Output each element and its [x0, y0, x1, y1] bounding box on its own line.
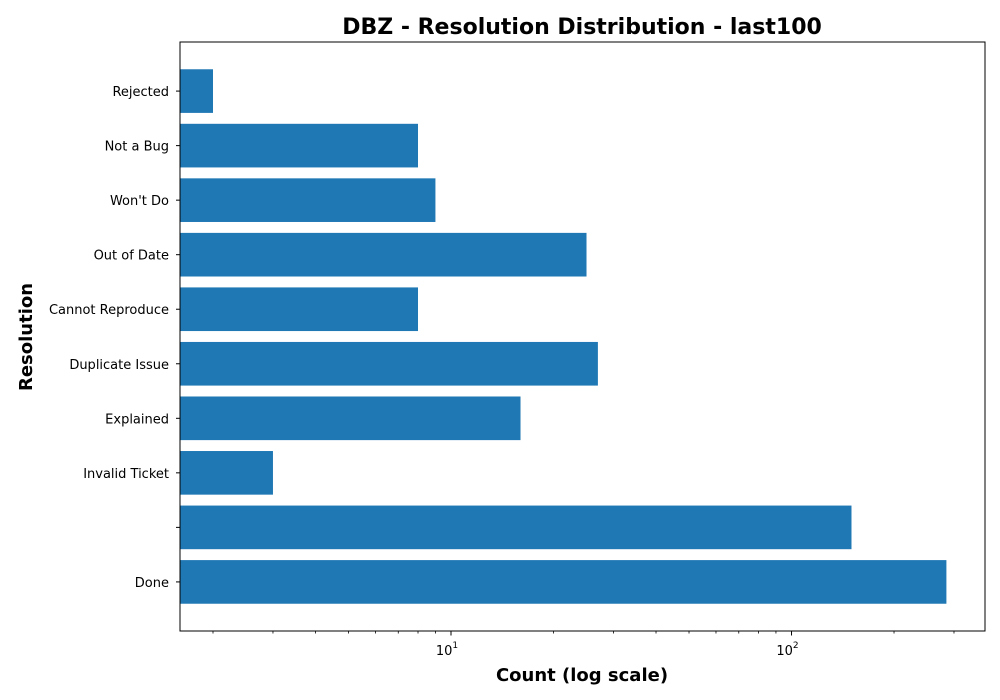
bars	[180, 69, 947, 604]
chart-title: DBZ - Resolution Distribution - last100	[342, 15, 822, 40]
y-tick-label: Invalid Ticket	[83, 467, 169, 482]
y-axis-ticks: Done Invalid Ticket Explained Duplicate Iss…	[49, 85, 180, 591]
x-axis-ticks: 101 102	[212, 631, 955, 659]
bar-done	[180, 560, 947, 604]
y-tick-label: Rejected	[112, 85, 169, 100]
bar-not-a-bug	[180, 123, 419, 168]
y-axis-label: Resolution	[16, 283, 37, 391]
bar-cannot-reproduce	[180, 287, 419, 332]
bar-invalid-ticket	[180, 451, 273, 495]
x-tick-label: 101	[436, 641, 458, 659]
y-tick-label: Done	[135, 576, 169, 591]
bar-duplicate-issue	[180, 341, 598, 386]
bar-out-of-date	[180, 232, 587, 277]
plot-frame	[179, 41, 986, 632]
y-tick-label: Not a Bug	[105, 140, 169, 155]
y-tick-label: Duplicate Issue	[69, 358, 169, 373]
bar-explained	[180, 396, 521, 441]
bar-unlabeled	[180, 505, 852, 550]
x-axis-label: Count (log scale)	[496, 665, 668, 686]
bar-won-t-do	[180, 178, 436, 222]
y-tick-label: Won't Do	[110, 194, 169, 209]
y-tick-label: Explained	[105, 412, 169, 427]
y-tick-label: Cannot Reproduce	[49, 303, 169, 318]
y-tick-label: Out of Date	[94, 249, 169, 264]
x-tick-label: 102	[776, 641, 798, 659]
bar-rejected	[180, 69, 213, 113]
